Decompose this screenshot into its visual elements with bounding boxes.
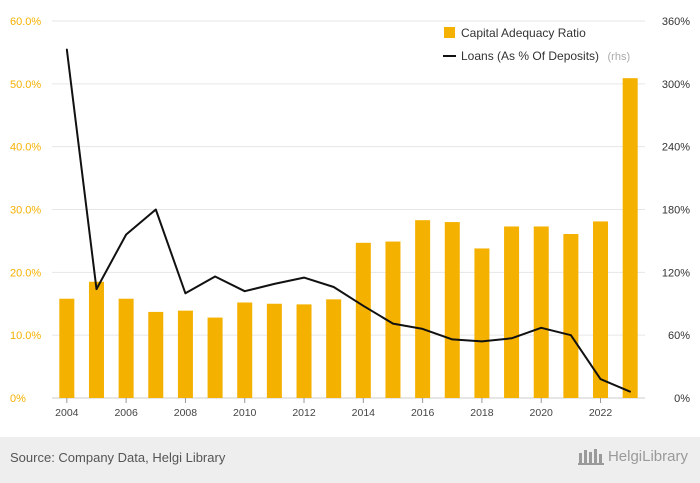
x-axis-ticks: 2004 2006 2008 2010 2012 2014 2016 2018 2020 2022 [55, 398, 612, 419]
loans-point-2009 [214, 275, 216, 278]
line-series [65, 48, 631, 393]
legend-swatch-capital-adequacy [444, 27, 455, 38]
loans-point-2015 [392, 322, 394, 325]
bar-2013 [326, 299, 342, 398]
x-tick-label: 2022 [589, 407, 613, 419]
right-tick-label: 0% [674, 393, 690, 405]
bar-2023 [622, 78, 638, 398]
right-tick-label: 240% [662, 142, 690, 154]
bar-2022 [593, 221, 609, 398]
legend-rhs-note: (rhs) [608, 51, 631, 63]
bar-2021 [563, 234, 579, 398]
x-tick-label: 2004 [55, 407, 79, 419]
gridlines [52, 20, 645, 399]
right-tick-label: 360% [662, 16, 690, 28]
loans-point-2008 [184, 292, 187, 295]
bar-series [59, 78, 638, 398]
x-tick-label: 2016 [411, 407, 435, 419]
bar-2019 [504, 226, 520, 398]
loans-point-2012 [303, 276, 305, 279]
bar-2020 [533, 226, 549, 398]
bar-2005 [88, 281, 104, 398]
legend-label-loans-text: Loans (As % Of Deposits) [461, 49, 599, 63]
brand-name: HelgiLibrary [607, 447, 688, 465]
loans-point-2017 [451, 338, 454, 341]
bar-2017 [444, 222, 460, 398]
loans-point-2004 [66, 48, 68, 51]
loans-point-2019 [510, 337, 513, 340]
bar-2010 [237, 302, 253, 398]
legend-label-loans: Loans (As % Of Deposits) (rhs) [461, 47, 630, 64]
right-tick-label: 300% [662, 79, 690, 91]
library-logo-icon [577, 449, 604, 465]
right-tick-label: 180% [662, 205, 690, 217]
loans-point-2011 [273, 283, 276, 285]
bar-2018 [474, 248, 490, 398]
legend-label-capital-adequacy: Capital Adequacy Ratio [461, 26, 586, 40]
right-tick-label: 120% [662, 267, 690, 279]
bar-2004 [59, 298, 75, 398]
x-tick-label: 2008 [174, 407, 198, 419]
left-tick-label: 30.0% [10, 205, 41, 217]
bar-2014 [355, 242, 371, 398]
bar-2016 [415, 220, 431, 398]
combo-chart: 0% 10.0% 20.0% 30.0% 40.0% 50.0% 60.0% 0% 60% 12… [10, 16, 690, 419]
x-tick-label: 2010 [233, 407, 257, 419]
loans-point-2016 [421, 328, 424, 330]
loans-point-2020 [540, 327, 543, 329]
loans-point-2018 [481, 340, 483, 343]
x-tick-label: 2018 [470, 407, 494, 419]
source-text: Source: Company Data, Helgi Library [10, 450, 226, 465]
bar-2006 [118, 298, 134, 398]
brand[interactable]: HelgiLibrary [577, 447, 688, 465]
bar-2011 [266, 303, 282, 398]
x-tick-label: 2006 [114, 407, 138, 419]
loans-point-2005 [95, 288, 98, 290]
right-tick-label: 60% [668, 330, 690, 342]
bar-2012 [296, 304, 312, 398]
loans-point-2022 [599, 378, 602, 380]
loans-point-2006 [125, 233, 127, 236]
footer: Source: Company Data, Helgi Library Helg… [0, 437, 700, 483]
loans-point-2021 [570, 334, 572, 336]
x-tick-label: 2014 [352, 407, 376, 419]
loans-point-2007 [154, 208, 157, 211]
left-tick-label: 20.0% [10, 267, 41, 279]
loans-point-2013 [332, 286, 335, 288]
right-axis-ticks: 0% 60% 120% 180% 240% 300% 360% [662, 16, 690, 405]
x-tick-label: 2020 [530, 407, 554, 419]
left-tick-label: 40.0% [10, 142, 41, 154]
left-tick-label: 0% [10, 393, 26, 405]
loans-point-2010 [243, 290, 246, 292]
left-tick-label: 60.0% [10, 16, 41, 28]
left-tick-label: 50.0% [10, 79, 41, 91]
left-tick-label: 10.0% [10, 330, 41, 342]
bar-2009 [207, 317, 223, 398]
bar-2007 [148, 311, 164, 398]
left-axis-ticks: 0% 10.0% 20.0% 30.0% 40.0% 50.0% 60.0% [10, 16, 41, 405]
x-tick-label: 2012 [292, 407, 316, 419]
loans-point-2023 [629, 390, 631, 393]
bar-2008 [177, 310, 193, 398]
loans-line [65, 49, 631, 393]
loans-point-2014 [362, 305, 365, 307]
bar-2015 [385, 241, 401, 398]
legend: Capital Adequacy Ratio Loans (As % Of De… [443, 26, 630, 64]
